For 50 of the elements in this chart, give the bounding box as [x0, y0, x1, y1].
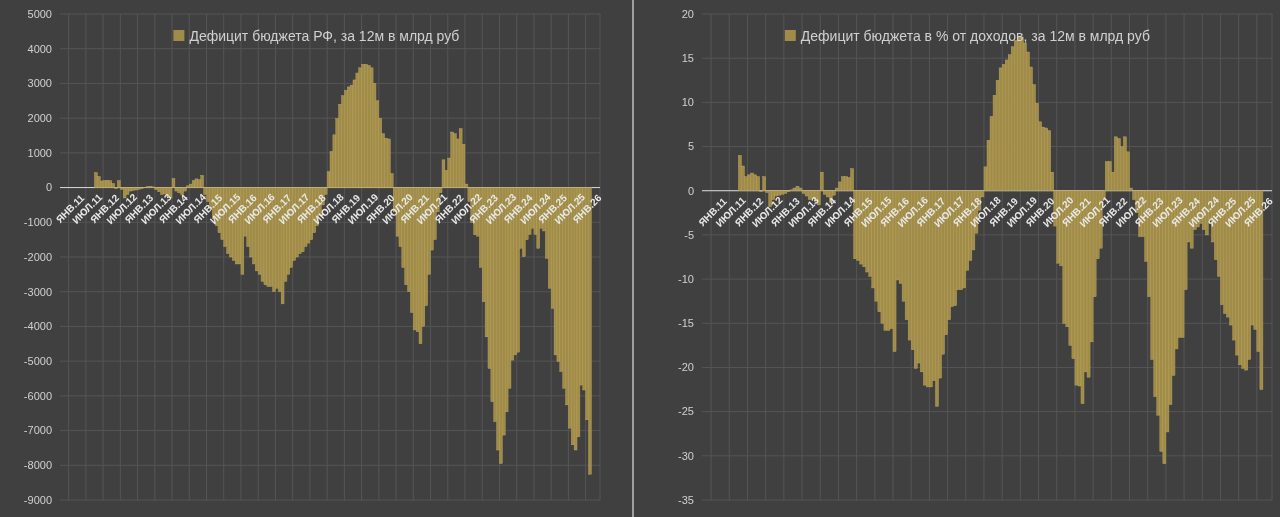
y-tick-label: -3000	[23, 285, 52, 298]
bar	[1114, 136, 1118, 191]
y-tick-label: -5	[684, 228, 694, 241]
y-tick-label: 15	[681, 52, 694, 65]
bar	[738, 155, 742, 191]
y-tick-label: -7000	[23, 424, 52, 437]
bar	[1047, 130, 1051, 191]
bar	[1123, 136, 1127, 191]
bar	[160, 187, 164, 195]
bar	[756, 176, 760, 191]
y-tick-label: 2000	[27, 111, 52, 124]
bar	[180, 187, 184, 195]
bar	[97, 176, 101, 188]
y-tick-label: -10	[678, 272, 694, 285]
y-tick-label: 1000	[27, 146, 52, 159]
y-tick-label: -5000	[23, 354, 52, 367]
bar	[125, 187, 130, 195]
bar	[111, 183, 115, 188]
bar	[108, 180, 112, 188]
bar	[450, 131, 454, 188]
legend-label: Дефицит бюджета РФ, за 12м в млрд руб	[189, 27, 460, 44]
bar	[387, 138, 391, 188]
bar	[774, 190, 778, 197]
legend-label: Дефицит бюджета в % от доходов, за 12м в млрд руб	[800, 27, 1150, 44]
y-tick-label: -2000	[23, 250, 52, 263]
bar	[841, 176, 845, 191]
y-tick-label: 5	[687, 140, 694, 153]
y-tick-label: -35	[678, 493, 694, 506]
y-tick-label: 5000	[27, 7, 52, 20]
y-tick-label: 0	[45, 181, 52, 194]
y-tick-label: -6000	[23, 389, 52, 402]
y-tick-label: 0	[687, 184, 694, 197]
bar	[157, 187, 161, 192]
y-tick-label: -30	[678, 449, 694, 462]
y-tick-label: -8000	[23, 459, 52, 472]
bar	[94, 172, 98, 188]
y-tick-label: 3000	[27, 77, 52, 90]
bar	[183, 187, 187, 192]
y-tick-label: -15	[678, 317, 694, 330]
y-tick-label: -1000	[23, 216, 52, 229]
y-tick-label: 4000	[27, 42, 52, 55]
bar	[762, 176, 766, 191]
y-tick-label: 10	[681, 96, 694, 109]
bar	[795, 186, 800, 191]
y-tick-label: -25	[678, 405, 694, 418]
bar	[117, 180, 121, 188]
y-tick-label: -9000	[23, 493, 52, 506]
y-tick-label: -20	[678, 361, 694, 374]
y-tick-label: -4000	[23, 320, 52, 333]
y-tick-label: 20	[681, 7, 694, 20]
